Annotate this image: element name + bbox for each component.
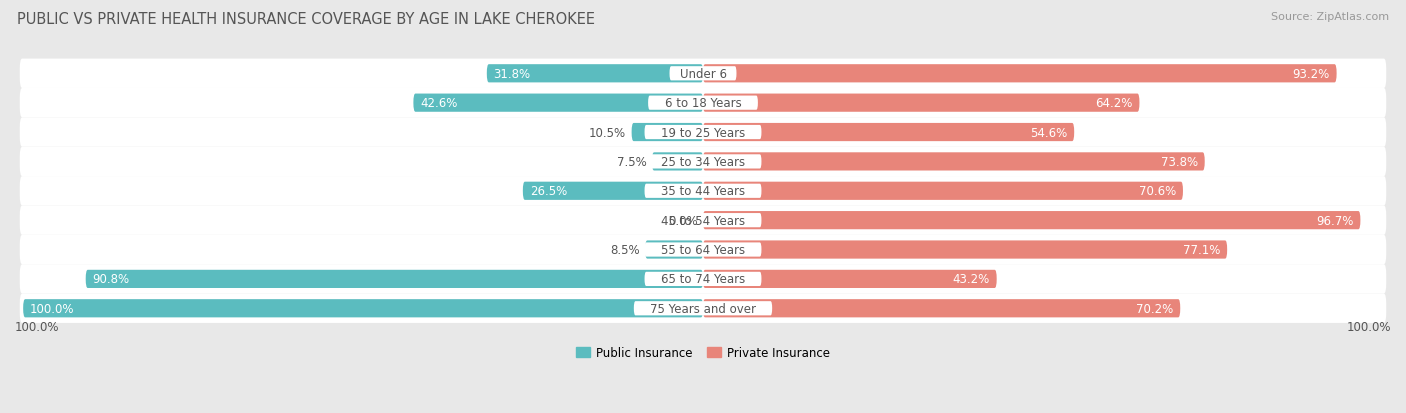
FancyBboxPatch shape xyxy=(669,67,737,81)
FancyBboxPatch shape xyxy=(648,96,758,111)
FancyBboxPatch shape xyxy=(22,299,703,318)
Text: 8.5%: 8.5% xyxy=(610,243,640,256)
Text: 54.6%: 54.6% xyxy=(1031,126,1067,139)
Legend: Public Insurance, Private Insurance: Public Insurance, Private Insurance xyxy=(571,341,835,363)
FancyBboxPatch shape xyxy=(523,182,703,200)
FancyBboxPatch shape xyxy=(20,89,1386,118)
Text: Under 6: Under 6 xyxy=(679,68,727,81)
Text: 35 to 44 Years: 35 to 44 Years xyxy=(661,185,745,198)
Text: 77.1%: 77.1% xyxy=(1182,243,1220,256)
FancyBboxPatch shape xyxy=(644,126,762,140)
Text: 100.0%: 100.0% xyxy=(30,302,75,315)
Text: 43.2%: 43.2% xyxy=(953,273,990,286)
FancyBboxPatch shape xyxy=(645,241,703,259)
Text: PUBLIC VS PRIVATE HEALTH INSURANCE COVERAGE BY AGE IN LAKE CHEROKEE: PUBLIC VS PRIVATE HEALTH INSURANCE COVER… xyxy=(17,12,595,27)
Text: 70.6%: 70.6% xyxy=(1139,185,1177,198)
Text: 75 Years and over: 75 Years and over xyxy=(650,302,756,315)
FancyBboxPatch shape xyxy=(20,147,1386,177)
Text: Source: ZipAtlas.com: Source: ZipAtlas.com xyxy=(1271,12,1389,22)
FancyBboxPatch shape xyxy=(652,153,703,171)
FancyBboxPatch shape xyxy=(703,211,1361,230)
FancyBboxPatch shape xyxy=(703,65,1337,83)
Text: 64.2%: 64.2% xyxy=(1095,97,1133,110)
FancyBboxPatch shape xyxy=(86,270,703,288)
Text: 73.8%: 73.8% xyxy=(1161,156,1198,169)
FancyBboxPatch shape xyxy=(20,206,1386,235)
FancyBboxPatch shape xyxy=(703,153,1205,171)
Text: 55 to 64 Years: 55 to 64 Years xyxy=(661,243,745,256)
Text: 6 to 18 Years: 6 to 18 Years xyxy=(665,97,741,110)
Text: 65 to 74 Years: 65 to 74 Years xyxy=(661,273,745,286)
Text: 31.8%: 31.8% xyxy=(494,68,530,81)
FancyBboxPatch shape xyxy=(20,59,1386,89)
FancyBboxPatch shape xyxy=(703,182,1182,200)
FancyBboxPatch shape xyxy=(20,235,1386,265)
Text: 93.2%: 93.2% xyxy=(1292,68,1330,81)
FancyBboxPatch shape xyxy=(20,294,1386,323)
FancyBboxPatch shape xyxy=(644,184,762,198)
FancyBboxPatch shape xyxy=(644,272,762,286)
FancyBboxPatch shape xyxy=(703,270,997,288)
Text: 90.8%: 90.8% xyxy=(93,273,129,286)
FancyBboxPatch shape xyxy=(20,265,1386,294)
Text: 100.0%: 100.0% xyxy=(1347,320,1391,333)
Text: 70.2%: 70.2% xyxy=(1136,302,1174,315)
Text: 7.5%: 7.5% xyxy=(617,156,647,169)
FancyBboxPatch shape xyxy=(703,241,1227,259)
FancyBboxPatch shape xyxy=(703,299,1180,318)
FancyBboxPatch shape xyxy=(644,243,762,257)
FancyBboxPatch shape xyxy=(703,94,1139,112)
Text: 0.0%: 0.0% xyxy=(668,214,697,227)
FancyBboxPatch shape xyxy=(634,301,772,316)
FancyBboxPatch shape xyxy=(644,214,762,228)
Text: 26.5%: 26.5% xyxy=(530,185,567,198)
Text: 96.7%: 96.7% xyxy=(1316,214,1354,227)
Text: 10.5%: 10.5% xyxy=(589,126,626,139)
Text: 42.6%: 42.6% xyxy=(420,97,457,110)
Text: 25 to 34 Years: 25 to 34 Years xyxy=(661,156,745,169)
Text: 100.0%: 100.0% xyxy=(15,320,59,333)
FancyBboxPatch shape xyxy=(631,123,703,142)
FancyBboxPatch shape xyxy=(20,177,1386,206)
FancyBboxPatch shape xyxy=(20,118,1386,147)
FancyBboxPatch shape xyxy=(703,123,1074,142)
Text: 19 to 25 Years: 19 to 25 Years xyxy=(661,126,745,139)
FancyBboxPatch shape xyxy=(644,155,762,169)
Text: 45 to 54 Years: 45 to 54 Years xyxy=(661,214,745,227)
FancyBboxPatch shape xyxy=(486,65,703,83)
FancyBboxPatch shape xyxy=(413,94,703,112)
